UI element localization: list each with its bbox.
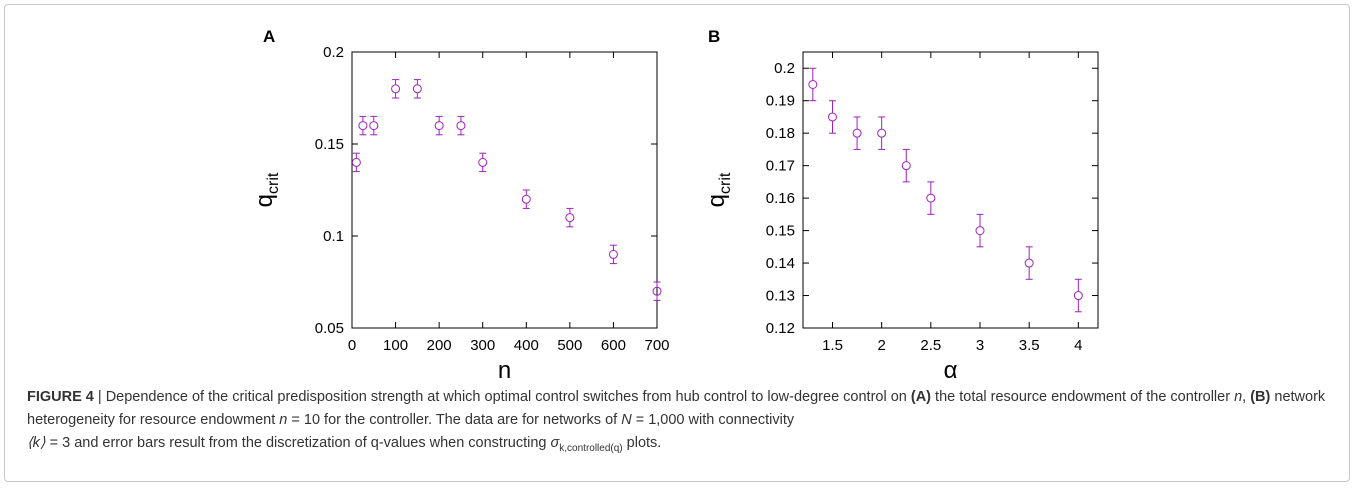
caption-n-var-2: n [279, 412, 288, 428]
x-tick-label: 2 [877, 337, 885, 354]
data-point [901, 161, 911, 171]
x-tick-label: 300 [470, 337, 495, 354]
data-point [565, 213, 575, 223]
data-point [521, 194, 531, 204]
x-axis-label: α [944, 357, 958, 380]
plot-frame [351, 51, 658, 329]
caption-sigma-sub: k,controlled(q) [559, 442, 623, 454]
x-tick-label: 400 [514, 337, 539, 354]
data-point [434, 121, 444, 131]
caption-text-7: = 3 and error bars result from the discr… [45, 435, 551, 451]
caption-text-8: plots. [622, 435, 662, 451]
data-point [652, 286, 662, 296]
y-tick-label: 0.1 [323, 228, 344, 245]
data-point [926, 193, 936, 203]
data-point [351, 157, 361, 167]
x-tick-label: 0 [348, 337, 356, 354]
figure-charts: A0 100 200 300 400 500 600 7000.050.10.150.2nqc… [251, 27, 1099, 380]
caption-sigma: σ [550, 435, 560, 451]
y-tick-label: 0.2 [774, 60, 795, 77]
data-point [1073, 291, 1083, 301]
caption-k-expr: ⟨k⟩ [27, 435, 46, 451]
data-point [1024, 258, 1034, 268]
data-point [456, 121, 466, 131]
caption-n-var: n [1234, 389, 1243, 405]
caption-text-4: network heterogeneity for resource endow… [27, 389, 1326, 428]
caption-a-label: (A) [910, 389, 932, 405]
caption-text-3: , [1242, 389, 1251, 405]
x-tick-label: 1.5 [822, 337, 843, 354]
caption-text-5: = 10 for the controller. The data are fo… [287, 412, 622, 428]
data-point [478, 157, 488, 167]
figure-label: FIGURE 4 [27, 389, 94, 405]
y-tick-label: 0.13 [766, 288, 795, 305]
y-axis-label: qcrit [251, 172, 282, 207]
x-tick-label: 4 [1074, 337, 1082, 354]
caption-b-label: (B) [1250, 389, 1271, 405]
data-point [877, 128, 887, 138]
caption-text-6: = 1,000 with connectivity [631, 412, 795, 428]
panel-label: B [708, 27, 720, 46]
data-point [608, 249, 618, 259]
x-tick-label: 600 [601, 337, 626, 354]
caption-text-2: the total resource endowment of the cont… [931, 389, 1235, 405]
figure-caption: FIGURE 4 | Dependence of the critical pr… [27, 386, 1327, 460]
data-point [852, 128, 862, 138]
data-point [391, 84, 401, 94]
x-tick-label: 200 [427, 337, 452, 354]
y-tick-label: 0.17 [766, 158, 795, 175]
figure-frame [4, 4, 1350, 482]
caption-separator: | [93, 389, 106, 405]
caption-text-1: Dependence of the critical predispositio… [105, 389, 911, 405]
x-tick-label: 3.5 [1019, 337, 1040, 354]
x-tick-label: 3 [976, 337, 984, 354]
x-tick-label: 2.5 [920, 337, 941, 354]
x-tick-label: 700 [644, 337, 669, 354]
x-tick-label: 500 [557, 337, 582, 354]
y-axis-label-sub: crit [265, 172, 282, 194]
y-tick-label: 0.15 [766, 223, 795, 240]
data-point [828, 112, 837, 122]
data-point [358, 121, 368, 131]
x-tick-label: 100 [383, 337, 408, 354]
y-tick-label: 0.16 [766, 190, 795, 207]
y-tick-label: 0.14 [766, 255, 795, 272]
y-tick-label: 0.18 [766, 125, 795, 142]
x-axis-label: n [498, 357, 511, 380]
y-tick-label: 0.19 [766, 93, 795, 110]
plot-frame [802, 51, 1099, 329]
data-point [808, 79, 818, 89]
y-tick-label: 0.12 [766, 320, 795, 337]
panel-b: B 1.5 2 2.5 3 3.5 4 0.12 0.13 0.14 0.15 0.16 0.17 0.1… [703, 27, 1099, 380]
panel-label: A [263, 27, 275, 46]
data-point [369, 121, 379, 131]
y-tick-label: 0.15 [315, 136, 344, 153]
data-point [412, 84, 422, 94]
caption-N-var: N [621, 412, 632, 428]
y-axis-label-sub: crit [717, 172, 734, 194]
panel-a: A 0 100 200 300 400 500 600 700 0.05 0.1 0.15 0.2 n qc… [251, 27, 670, 380]
y-tick-label: 0.2 [323, 44, 344, 61]
data-point [975, 226, 985, 236]
y-axis-label-main: q [251, 194, 278, 207]
y-axis-label: qcrit [703, 172, 734, 207]
y-axis-label-main: q [703, 194, 730, 207]
y-tick-label: 0.05 [315, 320, 344, 337]
